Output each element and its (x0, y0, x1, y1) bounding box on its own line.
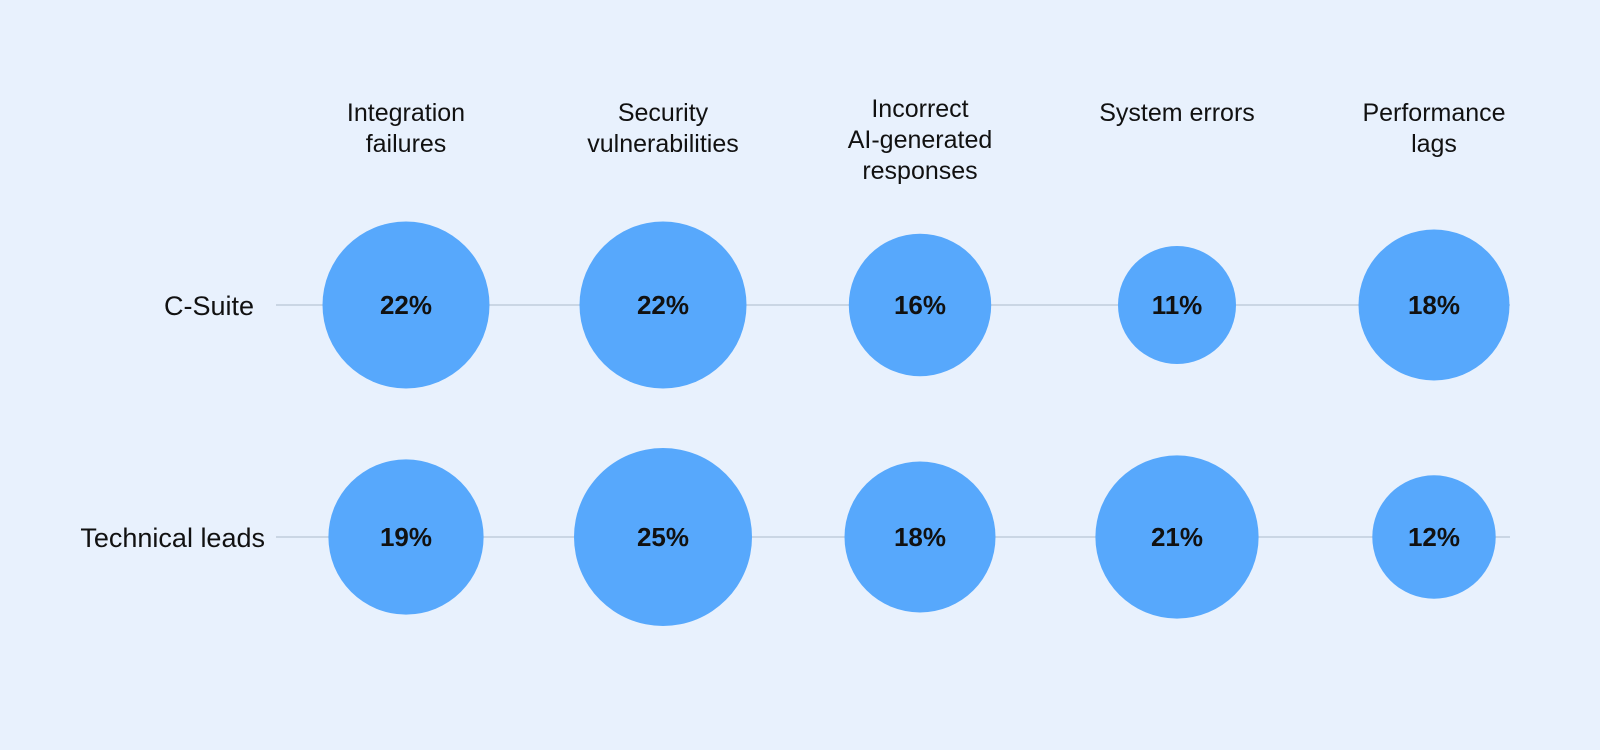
column-label: Security vulnerabilities (587, 99, 738, 158)
value-label: 16% (894, 290, 946, 320)
bubble (328, 459, 484, 615)
column-label: Incorrect AI-generated responses (848, 95, 993, 185)
bubble (322, 221, 490, 389)
bubble (848, 233, 992, 377)
bubble (1095, 455, 1259, 619)
row-label: C-Suite (164, 291, 254, 321)
row-label: Technical leads (80, 523, 265, 553)
column-label: Integration failures (347, 99, 465, 158)
value-label: 12% (1408, 522, 1460, 552)
bubble (579, 221, 747, 389)
value-label: 18% (1408, 290, 1460, 320)
value-label: 21% (1151, 522, 1203, 552)
value-label: 22% (637, 290, 689, 320)
column-label: System errors (1099, 99, 1255, 127)
value-label: 11% (1152, 290, 1203, 320)
value-label: 18% (894, 522, 946, 552)
bubble (1372, 475, 1496, 599)
bubble (1118, 246, 1236, 364)
value-label: 25% (637, 522, 689, 552)
bubble (1358, 229, 1510, 381)
value-label: 22% (380, 290, 432, 320)
column-label: Performance lags (1362, 99, 1505, 158)
bubble (844, 461, 996, 613)
bubble (574, 448, 752, 626)
value-label: 19% (380, 522, 432, 552)
